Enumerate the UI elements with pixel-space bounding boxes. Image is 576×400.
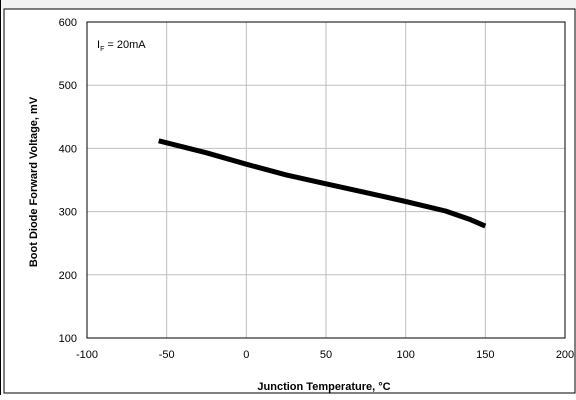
y-tick-label: 500: [59, 80, 77, 92]
annotation-label: IF = 20mA: [97, 39, 146, 53]
x-tick-labels: -100 -50 0 50 100 150 200: [76, 349, 574, 361]
x-tick-label: 0: [243, 349, 249, 361]
x-tick-label: -100: [76, 349, 98, 361]
y-tick-labels: 100 200 300 400 500 600: [59, 17, 77, 345]
y-tick-label: 100: [59, 333, 77, 345]
x-tick-label: 150: [476, 349, 494, 361]
x-axis-title: Junction Temperature, °C: [257, 381, 390, 393]
series-line: [158, 138, 487, 229]
x-tick-label: 200: [556, 349, 574, 361]
chart-frame-border: [3, 8, 576, 394]
y-tick-label: 400: [59, 143, 77, 155]
y-tick-label: 200: [59, 270, 77, 282]
x-tick-label: 50: [320, 349, 332, 361]
grid-lines: [87, 22, 565, 338]
y-tick-label: 600: [59, 17, 77, 29]
plot-area-border: [86, 21, 566, 339]
x-tick-label: -50: [159, 349, 175, 361]
page-header-band: [0, 0, 576, 9]
x-tick-label: 100: [396, 349, 414, 361]
y-axis-title: Boot Diode Forward Voltage, mV: [28, 96, 40, 267]
y-tick-label: 300: [59, 207, 77, 219]
